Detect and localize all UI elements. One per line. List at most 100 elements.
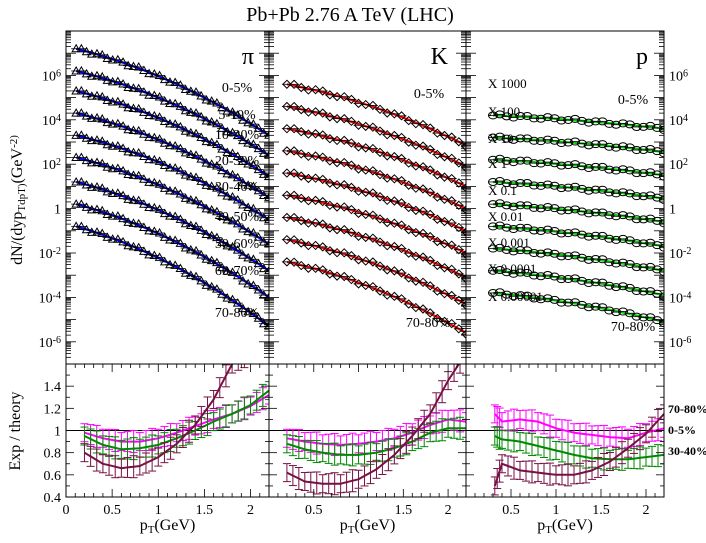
pion-data-point [71,176,82,186]
kaon-data-point [361,209,371,220]
kaon-data-point [382,265,392,275]
pion-data-point [149,177,160,187]
kaon-data-point [446,240,457,250]
pion-data-point [123,240,134,250]
proton-data-point [508,292,519,301]
proton-data-point [508,225,519,234]
proton-data-point [563,229,574,238]
proton-data-point [488,288,498,297]
proton-data-point [645,168,656,177]
pion-data-point [118,121,128,130]
pion-data-point [170,211,181,221]
kaon-data-point [346,227,357,238]
kaon-data-point [353,231,364,241]
proton-data-point [576,230,587,239]
kaon-data-point [396,268,407,278]
proton-data-point [638,239,649,248]
proton-data-point [542,202,553,211]
proton-scale-label: X 0.001 [488,235,530,250]
y-tick-label-right: 106 [669,68,688,85]
kaon-data-point [375,214,385,224]
y-tick-label-left: 10-4 [39,290,61,307]
kaon-data-point [296,193,306,204]
pion-data-point [196,176,207,185]
pion-data-point [243,180,254,189]
kaon-data-point [289,235,299,245]
legend-entry-0-5%: 0-5% [668,423,696,437]
pion-data-point [264,150,269,159]
kaon-data-point [403,115,414,126]
pion-data-point [217,187,227,197]
kaon-data-point [282,146,292,156]
pion-data-point [76,65,87,75]
proton-data-point [535,249,546,258]
pion-data-point [248,308,259,318]
kaon-data-point [346,160,357,170]
pion-data-point [217,165,227,175]
kaon-data-point [375,286,385,296]
pion-data-point [154,91,165,101]
pion-data-point [175,165,186,175]
pion-data-point [92,204,102,214]
pion-data-point [144,90,154,99]
proton-data-point [570,160,581,169]
pion-data-point [159,74,170,84]
proton-data-point [494,288,505,297]
kaon-data-point [318,86,328,96]
pion-data-point [112,188,123,197]
proton-data-point [611,166,622,175]
proton-data-point [488,200,498,209]
pion-data-point [222,106,233,115]
kaon-data-point [382,290,392,300]
kaon-data-point [411,227,421,238]
kaon-data-point [446,153,457,164]
kaon-data-point [432,260,443,271]
proton-data-point [583,209,594,218]
pion-data-point [243,117,254,127]
y-tick-label-left: 10-2 [39,246,61,263]
kaon-data-point [425,187,435,197]
pion-data-point [81,111,92,120]
proton-data-point [611,308,622,317]
pion-data-point [112,234,123,243]
pion-data-point [112,96,123,106]
proton-data-point [529,226,540,235]
kaon-data-point [303,151,314,162]
legend-entry-70-80%: 70-80% [668,402,706,416]
pion-centrality-label: 40-50% [215,210,260,225]
kaon-data-point [382,151,392,161]
kaon-data-point [396,220,407,230]
kaon-data-point [411,118,421,129]
kaon-data-point [446,318,457,329]
pion-data-point [123,82,134,92]
pion-data-point [206,117,217,126]
pion-data-point [206,137,217,147]
pion-data-point [212,139,222,148]
pion-data-point [97,136,108,145]
proton-data-point [659,219,664,228]
pion-data-point [248,160,259,169]
proton-data-point [576,116,587,125]
pion-data-point [139,151,149,160]
pion-data-point [92,70,102,80]
pion-data-point [154,134,165,143]
pion-data-point [232,110,243,119]
pion-data-point [253,232,264,241]
proton-data-point [659,172,664,181]
kaon-data-point [289,168,299,178]
proton-data-point [542,113,553,122]
kaon-data-point [382,173,392,183]
pion-data-point [149,68,160,78]
pion-data-point [191,245,201,255]
proton-data-point [501,268,512,277]
pion-data-point [139,199,149,208]
pion-data-point [217,237,227,246]
proton-data-point [508,269,519,278]
pion-data-point [196,111,207,121]
kaon-data-point [303,195,314,206]
fit-curve-30-40% [492,203,664,223]
fit-curve-60-70% [492,269,664,297]
kaon-data-point [282,212,292,223]
x-axis-label: pT(GeV) [537,517,593,536]
pion-data-point [232,172,243,182]
